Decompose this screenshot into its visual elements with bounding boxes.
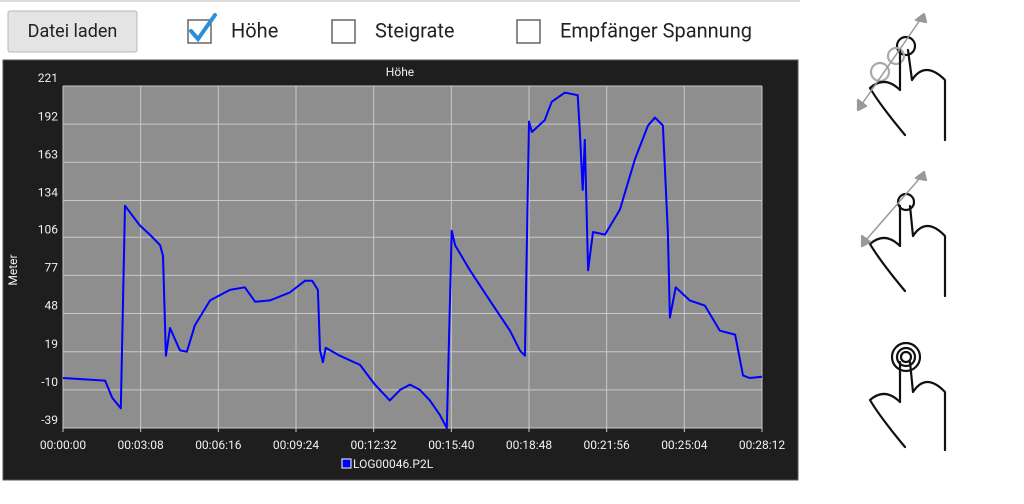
toolbar-edge (0, 0, 800, 2)
checkbox[interactable] (331, 19, 356, 44)
y-tick-label: 19 (45, 337, 59, 351)
checkbox-label[interactable]: Empfänger Spannung (560, 18, 752, 42)
y-tick-label: 192 (38, 109, 58, 123)
legend-swatch (341, 458, 352, 469)
legend-label: LOG00046.P2L (353, 457, 434, 471)
load-button[interactable] (7, 10, 138, 53)
series-line (62, 91, 763, 429)
y-tick-label: 163 (38, 147, 58, 161)
load-button-label: Datei laden (28, 21, 118, 42)
x-tick-label: 00:06:16 (195, 438, 242, 452)
y-tick-label: 48 (45, 299, 59, 313)
x-tick-label: 00:21:56 (584, 438, 631, 452)
x-tick-label: 00:03:08 (118, 438, 165, 452)
chart-title: Höhe (386, 65, 414, 79)
plot-area (63, 86, 762, 428)
tap-icon (868, 341, 947, 452)
checkbox-label[interactable]: Steigrate (375, 18, 455, 42)
pinch-icon (856, 12, 947, 142)
x-tick-label: 00:15:40 (428, 438, 475, 452)
drag-icon (860, 170, 947, 298)
x-tick-label: 00:25:04 (661, 438, 708, 452)
checkbox[interactable] (516, 19, 541, 44)
gesture-icons (856, 12, 947, 452)
x-tick-label: 00:00:00 (40, 438, 87, 452)
y-tick-label: 106 (38, 222, 58, 236)
y-tick-label: 77 (45, 261, 59, 275)
y-tick-label: -39 (41, 413, 58, 427)
x-tick-label: 00:12:32 (351, 438, 398, 452)
y-tick-label: -10 (41, 375, 58, 389)
checkbox-label[interactable]: Höhe (231, 18, 278, 42)
y-tick-label: 221 (38, 71, 58, 85)
y-tick-label: 134 (38, 186, 58, 200)
x-tick-label: 00:28:12 (739, 438, 786, 452)
x-tick-label: 00:18:48 (506, 438, 553, 452)
checkmark (189, 13, 217, 43)
x-tick-label: 00:09:24 (273, 438, 320, 452)
y-axis-label: Meter (6, 254, 20, 285)
